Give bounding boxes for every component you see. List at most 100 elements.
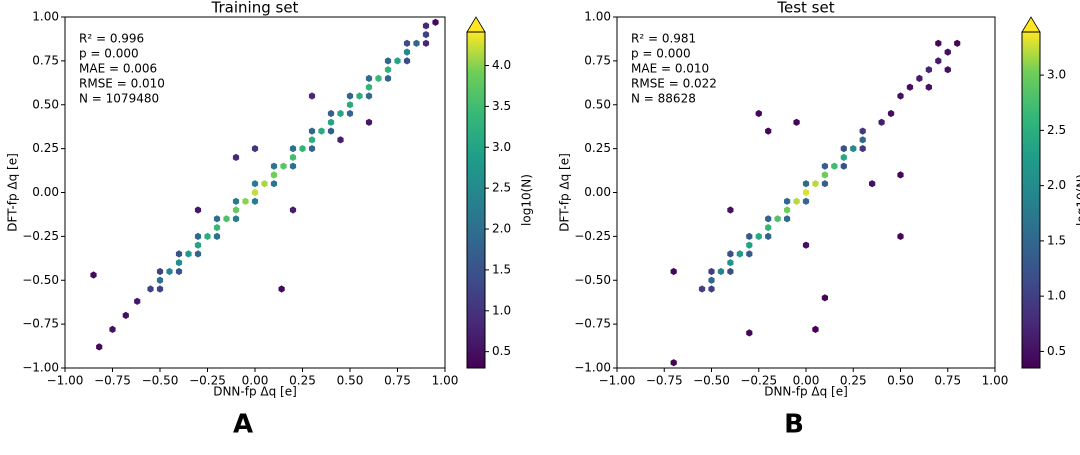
hex-cell: [755, 232, 762, 240]
x-tick-label: 0.25: [289, 374, 316, 388]
hex-cell: [746, 329, 753, 337]
hex-cell: [213, 224, 221, 232]
hex-cell: [727, 259, 734, 267]
hex-cell: [365, 83, 373, 91]
y-tick-label: −1.00: [574, 361, 611, 375]
x-tick-label: −0.25: [189, 374, 226, 388]
x-tick-label: −0.50: [693, 374, 730, 388]
hex-cell: [242, 197, 249, 205]
hex-cell: [251, 145, 259, 153]
x-tick-label: −0.50: [142, 374, 179, 388]
colorbar-tick-label: 3.5: [492, 99, 511, 113]
hex-cell: [765, 232, 772, 240]
stat-line: N = 88628: [631, 92, 696, 106]
hex-cell: [337, 109, 344, 118]
hex-cell: [869, 180, 876, 188]
hex-cell: [765, 215, 772, 223]
y-tick-label: 0.00: [584, 185, 611, 199]
hex-cell: [821, 171, 828, 179]
hex-cell: [897, 232, 904, 240]
colorbar-tick-label: 2.0: [492, 222, 511, 236]
hex-cell: [403, 48, 411, 56]
hex-cell: [346, 109, 354, 118]
hex-cell: [327, 127, 335, 135]
colorbar-tick-label: 2.0: [1047, 178, 1066, 192]
hex-cell: [270, 162, 278, 170]
hex-cell: [185, 250, 192, 258]
stat-line: MAE = 0.006: [79, 62, 157, 76]
hex-cell: [261, 180, 268, 188]
hex-cell: [746, 250, 753, 258]
stat-line: RMSE = 0.022: [631, 77, 717, 91]
x-tick-label: 0.50: [887, 374, 914, 388]
y-tick-label: −0.75: [574, 317, 611, 331]
hex-cell: [365, 74, 373, 82]
hex-cell: [736, 250, 743, 258]
hex-cell: [156, 276, 164, 284]
hex-cell: [727, 206, 734, 214]
y-tick-label: 1.00: [584, 10, 611, 24]
hex-cell: [175, 267, 183, 276]
hex-cell: [194, 250, 202, 258]
hex-cell: [944, 66, 951, 74]
x-tick-label: 0.50: [337, 374, 364, 388]
y-tick-label: 0.50: [32, 97, 59, 111]
hex-cell: [299, 145, 306, 153]
y-tick-label: −0.25: [574, 229, 611, 243]
panel-label: A: [233, 410, 253, 440]
hex-cell: [213, 232, 221, 240]
x-tick-label: 0.75: [934, 374, 961, 388]
hex-cell: [251, 180, 259, 188]
y-tick-label: 0.25: [32, 141, 59, 155]
x-tick-label: −1.00: [47, 374, 84, 388]
colorbar: [467, 32, 485, 368]
x-tick-label: 0.00: [793, 374, 820, 388]
y-tick-label: −0.25: [22, 229, 59, 243]
colorbar-tick-label: 1.5: [1047, 233, 1066, 247]
hex-cell: [793, 118, 800, 126]
hex-cell: [166, 267, 173, 276]
hex-cell: [774, 215, 781, 223]
hex-cell: [784, 197, 791, 205]
stat-line: MAE = 0.010: [631, 62, 709, 76]
hex-cell: [204, 232, 211, 240]
hex-cell: [784, 206, 791, 214]
hex-cell: [906, 83, 914, 91]
hex-cell: [812, 325, 819, 333]
x-tick-label: 0.00: [242, 374, 269, 388]
hex-cell: [708, 276, 715, 284]
hex-cell: [935, 39, 942, 47]
hex-cell: [122, 311, 129, 319]
hex-cell: [318, 127, 325, 135]
colorbar-frame: [466, 31, 486, 369]
y-tick-label: 0.25: [584, 141, 611, 155]
hex-cell: [365, 92, 373, 100]
hex-cell: [821, 162, 828, 170]
hex-cell: [289, 153, 297, 161]
hex-cell: [232, 206, 240, 214]
hex-cell: [280, 162, 287, 170]
chart-title: Training set: [211, 0, 299, 17]
hex-cell: [793, 197, 800, 205]
hex-cell: [765, 127, 772, 135]
x-tick-label: 0.75: [384, 374, 411, 388]
hex-cell: [708, 267, 715, 276]
colorbar-tick-label: 1.0: [1047, 289, 1066, 303]
y-tick-label: 0.50: [584, 97, 611, 111]
hex-cell: [925, 66, 932, 74]
hex-cell: [802, 188, 810, 197]
hex-cell: [147, 285, 154, 293]
hex-cell: [308, 145, 316, 153]
hex-cell: [384, 74, 392, 82]
hex-cell: [175, 259, 183, 267]
colorbar-extend: [1021, 16, 1041, 33]
hex-cell: [308, 136, 316, 144]
x-tick-label: −0.25: [740, 374, 777, 388]
hex-cell: [897, 92, 904, 100]
hex-cell: [708, 285, 715, 293]
hex-cell: [134, 297, 141, 305]
hex-cell: [422, 39, 430, 47]
hex-cell: [384, 57, 392, 65]
hex-cell: [251, 197, 259, 205]
hex-cell: [156, 285, 164, 293]
